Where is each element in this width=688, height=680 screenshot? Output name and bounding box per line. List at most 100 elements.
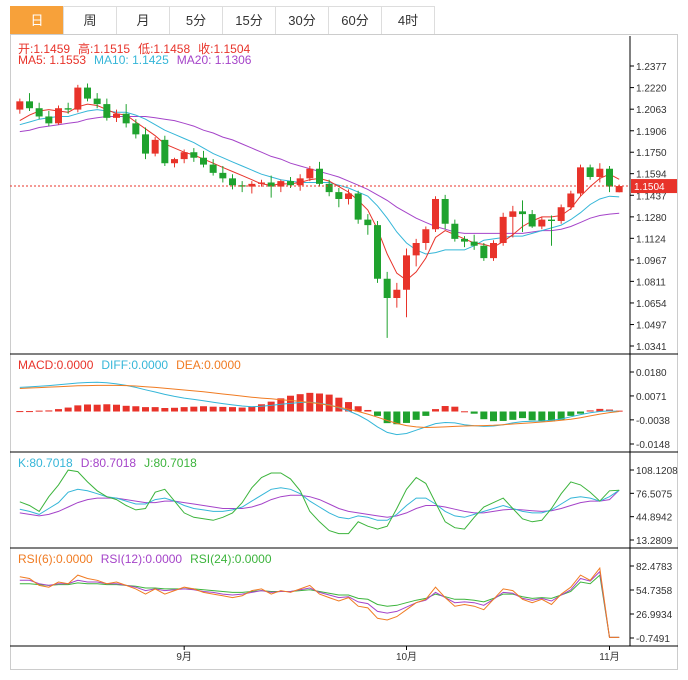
macd-bar-31 (316, 393, 323, 412)
macd-bar-57 (567, 411, 575, 416)
macd-bar-54 (538, 411, 546, 422)
tab-0[interactable]: 日 (10, 6, 64, 35)
high-value: 高:1.1515 (78, 42, 131, 56)
macd-bar-9 (103, 404, 111, 412)
candle-body-2 (35, 108, 43, 117)
macd-bar-44 (441, 406, 449, 412)
current-price-label: 1.1504 (634, 182, 665, 193)
tab-4[interactable]: 15分 (222, 6, 276, 35)
d-label: D:80.7018 (80, 456, 137, 470)
open-value: 开:1.1459 (18, 42, 71, 56)
y-tick-label-macd-0: 0.0180 (636, 368, 667, 379)
candle-body-38 (383, 278, 391, 299)
macd-bar-26 (267, 401, 275, 412)
macd-bar-15 (161, 408, 169, 412)
candle-body-36 (364, 219, 372, 226)
k-line (19, 487, 620, 521)
macd-legend: MACD:0.0000 DIFF:0.0000 DEA:0.0000 (18, 358, 249, 372)
y-tick-label-main-2: 1.2063 (636, 105, 667, 116)
y-tick-label-macd-1: 0.0071 (636, 392, 667, 403)
tab-7[interactable]: 4时 (381, 6, 435, 35)
y-tick-label-main-4: 1.1750 (636, 148, 667, 159)
macd-bar-12 (132, 406, 140, 412)
y-tick-label-main-5: 1.1594 (636, 170, 667, 181)
candle-body-31 (316, 168, 323, 184)
candle-body-6 (74, 87, 82, 110)
candle-body-52 (519, 211, 526, 215)
candle-body-46 (461, 238, 468, 242)
rsi24-label: RSI(24):0.0000 (190, 552, 272, 566)
y-tick-label-kdj-3: 13.2809 (636, 536, 673, 547)
macd-bar-47 (470, 411, 478, 414)
macd-bar-10 (113, 404, 120, 412)
y-tick-label-main-9: 1.0967 (636, 256, 667, 267)
y-tick-label-macd-3: -0.0148 (636, 440, 670, 451)
macd-bar-18 (190, 406, 198, 412)
macd-bar-16 (171, 407, 178, 412)
candle-body-11 (122, 113, 130, 124)
rsi6-label: RSI(6):0.0000 (18, 552, 93, 566)
macd-label: MACD:0.0000 (18, 358, 94, 372)
candle-body-19 (200, 157, 207, 165)
candle-body-61 (606, 168, 613, 187)
y-tick-label-rsi-0: 82.4783 (636, 562, 673, 573)
macd-bar-48 (480, 411, 488, 420)
macd-bar-13 (142, 407, 149, 412)
ma5-line (19, 103, 620, 281)
candle-body-30 (306, 168, 314, 179)
macd-bar-5 (64, 407, 72, 412)
macd-bar-34 (345, 402, 352, 412)
macd-bar-40 (403, 411, 410, 423)
candle-body-25 (258, 182, 265, 184)
candle-body-51 (509, 211, 517, 217)
y-tick-label-macd-2: -0.0038 (636, 416, 670, 427)
macd-bar-33 (335, 397, 343, 412)
y-tick-label-kdj-2: 44.8942 (636, 513, 673, 524)
candle-body-22 (229, 178, 236, 186)
macd-bar-59 (586, 410, 594, 412)
kdj-legend: K:80.7018 D:80.7018 J:80.7018 (18, 456, 205, 470)
ma-legend: MA5: 1.1553 MA10: 1.1425 MA20: 1.1306 (18, 53, 259, 67)
candle-body-42 (422, 229, 430, 243)
macd-bar-19 (200, 406, 207, 412)
tab-2[interactable]: 月 (116, 6, 170, 35)
candle-body-62 (615, 186, 623, 193)
macd-bar-36 (364, 409, 372, 412)
macd-bar-60 (596, 408, 604, 412)
candle-body-43 (432, 198, 439, 230)
macd-bar-41 (412, 411, 420, 420)
ohlc-legend: 开:1.1459 高:1.1515 低:1.1458 收:1.1504 (18, 40, 258, 57)
candle-body-7 (84, 87, 91, 99)
tab-1[interactable]: 周 (63, 6, 117, 35)
macd-bar-58 (577, 411, 584, 414)
macd-bar-1 (26, 411, 33, 413)
y-tick-label-main-12: 1.0497 (636, 321, 667, 332)
y-tick-label-rsi-2: 26.9934 (636, 610, 673, 621)
macd-bar-11 (122, 405, 130, 412)
rsi6-line (19, 566, 620, 638)
candle-body-56 (557, 207, 565, 221)
tab-3[interactable]: 5分 (169, 6, 223, 35)
ma20-label: MA20: 1.1306 (176, 53, 252, 67)
candle-body-24 (248, 183, 256, 187)
candle-body-10 (113, 113, 120, 118)
macd-bar-45 (451, 406, 459, 412)
rsi24-line (19, 574, 620, 638)
macd-bar-14 (151, 407, 159, 412)
macd-bar-55 (548, 411, 555, 422)
candle-body-41 (412, 242, 420, 256)
dea-line (19, 384, 620, 429)
candle-body-18 (190, 152, 198, 158)
y-tick-label-rsi-1: 54.7358 (636, 586, 673, 597)
macd-bar-6 (74, 405, 82, 412)
y-tick-label-main-13: 1.0341 (636, 342, 667, 353)
candle-body-17 (180, 152, 188, 160)
candle-body-39 (393, 289, 401, 299)
macd-bar-43 (432, 409, 439, 412)
y-tick-label-main-7: 1.1280 (636, 213, 667, 224)
y-tick-label-main-11: 1.0654 (636, 299, 667, 310)
candle-body-47 (470, 241, 478, 246)
tab-5[interactable]: 30分 (275, 6, 329, 35)
macd-bar-52 (519, 411, 526, 419)
